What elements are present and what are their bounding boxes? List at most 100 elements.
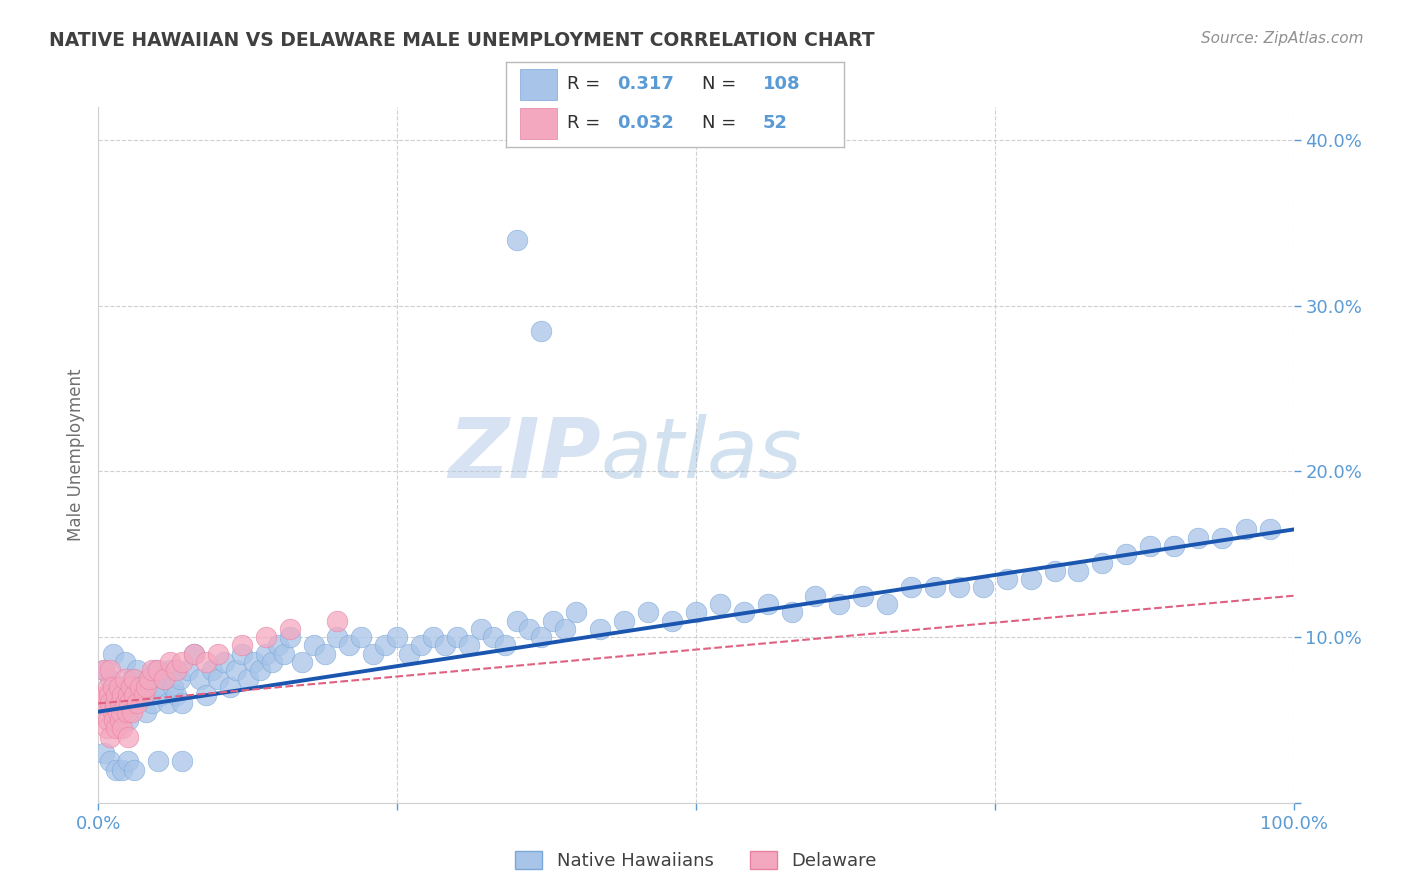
Y-axis label: Male Unemployment: Male Unemployment (66, 368, 84, 541)
Native Hawaiians (1163, 539, 1185, 553)
Native Hawaiians (876, 597, 898, 611)
Text: 0.317: 0.317 (617, 76, 675, 94)
Native Hawaiians (108, 680, 131, 694)
Delaware (107, 680, 129, 694)
Native Hawaiians (243, 655, 266, 669)
Delaware (111, 721, 134, 735)
Native Hawaiians (337, 639, 360, 653)
Native Hawaiians (111, 763, 134, 777)
Text: N =: N = (702, 114, 737, 132)
Native Hawaiians (162, 680, 184, 694)
Delaware (172, 655, 194, 669)
Text: R =: R = (567, 76, 606, 94)
Native Hawaiians (93, 663, 115, 677)
Text: atlas: atlas (600, 415, 801, 495)
Native Hawaiians (685, 605, 707, 619)
Native Hawaiians (236, 672, 259, 686)
Native Hawaiians (398, 647, 420, 661)
Delaware (98, 697, 122, 711)
Delaware (97, 680, 120, 694)
Delaware (94, 688, 117, 702)
Delaware (98, 688, 121, 702)
Native Hawaiians (145, 663, 167, 677)
Native Hawaiians (98, 672, 122, 686)
Native Hawaiians (433, 639, 456, 653)
Bar (520, 70, 557, 100)
Native Hawaiians (129, 680, 152, 694)
Native Hawaiians (613, 614, 636, 628)
Delaware (107, 705, 129, 719)
Native Hawaiians (105, 705, 128, 719)
Native Hawaiians (212, 655, 235, 669)
Delaware (105, 721, 128, 735)
Native Hawaiians (231, 647, 253, 661)
Native Hawaiians (350, 630, 373, 644)
Native Hawaiians (249, 663, 271, 677)
Native Hawaiians (194, 688, 217, 702)
Native Hawaiians (828, 597, 851, 611)
Native Hawaiians (254, 647, 277, 661)
Native Hawaiians (188, 672, 211, 686)
Delaware (104, 697, 127, 711)
Native Hawaiians (446, 630, 468, 644)
Native Hawaiians (97, 697, 120, 711)
Legend: Native Hawaiians, Delaware: Native Hawaiians, Delaware (508, 844, 884, 877)
Native Hawaiians (159, 663, 181, 677)
Native Hawaiians (733, 605, 755, 619)
Native Hawaiians (589, 622, 612, 636)
Native Hawaiians (517, 622, 540, 636)
Native Hawaiians (972, 581, 994, 595)
Delaware (121, 705, 143, 719)
Delaware (120, 680, 142, 694)
Delaware (153, 672, 176, 686)
Native Hawaiians (780, 605, 803, 619)
Delaware (124, 672, 146, 686)
Native Hawaiians (1115, 547, 1137, 561)
Native Hawaiians (148, 680, 170, 694)
Native Hawaiians (1258, 523, 1281, 537)
Native Hawaiians (1043, 564, 1066, 578)
Native Hawaiians (506, 233, 529, 247)
Native Hawaiians (315, 647, 337, 661)
Delaware (98, 663, 122, 677)
Native Hawaiians (852, 589, 875, 603)
Native Hawaiians (165, 688, 187, 702)
Native Hawaiians (470, 622, 492, 636)
Native Hawaiians (374, 639, 396, 653)
Native Hawaiians (183, 647, 205, 661)
Native Hawaiians (135, 705, 157, 719)
Text: 0.032: 0.032 (617, 114, 675, 132)
Native Hawaiians (219, 680, 242, 694)
Native Hawaiians (117, 713, 139, 727)
Delaware (101, 705, 124, 719)
Native Hawaiians (661, 614, 683, 628)
Delaware (278, 622, 301, 636)
Text: 108: 108 (762, 76, 800, 94)
Native Hawaiians (149, 688, 172, 702)
Native Hawaiians (326, 630, 349, 644)
Native Hawaiians (709, 597, 731, 611)
Delaware (110, 705, 132, 719)
Delaware (103, 713, 125, 727)
Native Hawaiians (1067, 564, 1090, 578)
Native Hawaiians (565, 605, 588, 619)
Delaware (98, 730, 122, 744)
Delaware (118, 697, 141, 711)
Delaware (105, 688, 128, 702)
Native Hawaiians (201, 663, 224, 677)
Delaware (91, 697, 114, 711)
Native Hawaiians (114, 655, 136, 669)
Delaware (111, 688, 134, 702)
Native Hawaiians (363, 647, 385, 661)
Native Hawaiians (554, 622, 576, 636)
Native Hawaiians (260, 655, 283, 669)
Native Hawaiians (1019, 572, 1042, 586)
Delaware (124, 688, 146, 702)
Delaware (148, 663, 170, 677)
Native Hawaiians (529, 324, 551, 338)
Native Hawaiians (924, 581, 946, 595)
Native Hawaiians (124, 697, 146, 711)
Delaware (159, 655, 181, 669)
Native Hawaiians (302, 639, 325, 653)
Text: Source: ZipAtlas.com: Source: ZipAtlas.com (1201, 31, 1364, 46)
